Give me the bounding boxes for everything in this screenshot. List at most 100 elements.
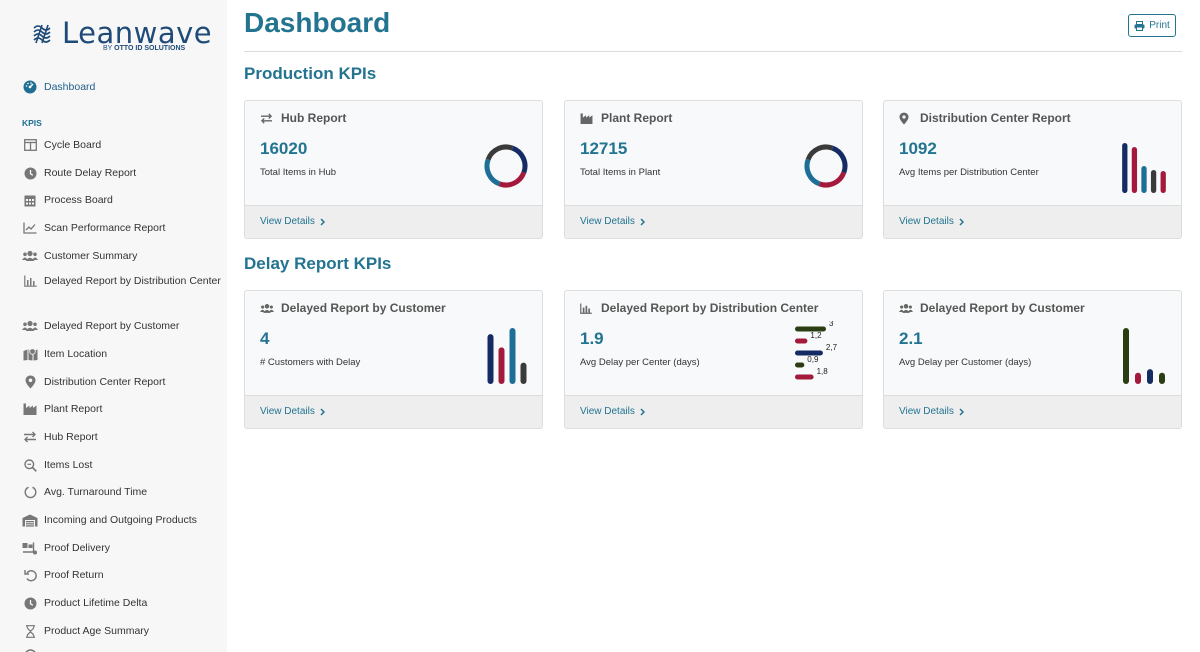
industry-icon [22, 402, 38, 416]
chevron-right-icon [320, 217, 325, 226]
section-title-production: Production KPIs [244, 64, 377, 83]
sidebar-item-label: Incoming and Outgoing Products [44, 514, 197, 526]
card-subtitle: Avg Delay per Customer (days) [899, 357, 1032, 368]
users-icon [260, 302, 274, 314]
sidebar-item-product-age-summary[interactable]: Product Age Summary [22, 622, 149, 640]
columns-icon [22, 138, 38, 152]
bar-chart-icon [22, 274, 38, 288]
donut-slice [805, 144, 834, 161]
map-icon [22, 347, 38, 361]
sidebar-item-label: Dashboard [44, 81, 96, 93]
view-details-link[interactable]: View Details [899, 406, 964, 417]
sidebar-item-label: Items Lost [44, 459, 93, 471]
calendar-icon [22, 193, 38, 207]
distribution-bar-chart [1122, 143, 1166, 193]
sidebar-item-item-location[interactable]: Item Location [22, 345, 107, 363]
line-chart-icon [22, 221, 38, 235]
circle-icon [22, 648, 38, 652]
sidebar-item-hub-report[interactable]: Hub Report [22, 428, 98, 446]
card-footer: View Details [565, 205, 862, 238]
bar [1123, 328, 1129, 384]
card-title: Delayed Report by Customer [281, 301, 446, 315]
delayed-customer-avg-bar-chart [1123, 328, 1165, 384]
sidebar-item-label: Delayed Report by Distribution Center [44, 275, 221, 287]
view-details-link[interactable]: View Details [580, 406, 645, 417]
sidebar-item-avg-turnaround-time[interactable]: Avg. Turnaround Time [22, 483, 147, 501]
data-label: 2,7 [826, 343, 838, 352]
sidebar-item-label: Delayed Report by Customer [44, 320, 180, 332]
card-subtitle: Total Items in Hub [260, 167, 337, 178]
donut-slice [485, 144, 514, 161]
card-value: 12715 [580, 139, 628, 158]
sidebar-item-cycle-board[interactable]: Cycle Board [22, 136, 101, 154]
card-subtitle: Total Items in Plant [580, 167, 661, 178]
map-pin-icon [22, 375, 38, 389]
donut-slice [804, 158, 821, 187]
sidebar-item-label: Process Board [44, 194, 113, 206]
delayed-customer-bar-chart [487, 328, 527, 384]
card-title: Delayed Report by Distribution Center [601, 301, 819, 315]
sidebar-item-items-lost[interactable]: Items Lost [22, 456, 92, 474]
sidebar-item-label: Cycle Board [44, 139, 102, 151]
view-details-link[interactable]: View Details [260, 406, 325, 417]
sidebar-item-label: Proof Delivery [44, 542, 110, 554]
bar [520, 362, 527, 384]
card-header: Hub Report [260, 111, 346, 125]
exchange-icon [260, 112, 274, 124]
sidebar-section-kpis: KPIS [22, 118, 42, 128]
card-footer: View Details [884, 205, 1181, 238]
brand-logo[interactable]: Leanwave BY OTTO ID SOLUTIONS [32, 18, 212, 58]
data-label: 3 [829, 321, 834, 328]
printer-icon [1134, 20, 1145, 31]
sidebar-item-proof-return[interactable]: Proof Return [22, 566, 104, 584]
sidebar-item-distribution-center-report[interactable]: Distribution Center Report [22, 373, 165, 391]
bar [1160, 171, 1166, 193]
sidebar-item-delayed-report-by-distribution-center[interactable]: Delayed Report by Distribution Center [22, 272, 221, 290]
sidebar-item-product-lifetime-delta[interactable]: Product Lifetime Delta [22, 594, 147, 612]
clock-icon [22, 596, 38, 610]
card-delayed-report-by-customer: Delayed Report by Customer 4 # Customers… [244, 290, 543, 429]
sidebar-item-label: Route Delay Report [44, 167, 137, 179]
sidebar-item-customer-summary[interactable]: Customer Summary [22, 247, 137, 265]
card-footer: View Details [565, 395, 862, 428]
sidebar-item-process-board[interactable]: Process Board [22, 191, 113, 209]
sidebar-item-label: Item Location [44, 348, 108, 360]
sidebar-item-route-delay-report[interactable]: Route Delay Report [22, 164, 136, 182]
sidebar-item-proof-delivery[interactable]: Proof Delivery [22, 539, 110, 557]
page-title: Dashboard [244, 7, 391, 38]
donut-slice [484, 158, 501, 187]
card-value: 2.1 [899, 329, 923, 348]
section-title-delay: Delay Report KPIs [244, 254, 392, 273]
bar [1150, 170, 1157, 193]
sidebar-item-dashboard[interactable]: Dashboard [22, 78, 95, 96]
view-details-link[interactable]: View Details [580, 216, 645, 227]
card-value: 4 [260, 329, 270, 348]
card-hub-report: Hub Report 16020 Total Items in Hub View… [244, 100, 543, 239]
card-delayed-report-by-customer-avg: Delayed Report by Customer 2.1 Avg Delay… [883, 290, 1182, 429]
sidebar-item-plant-report[interactable]: Plant Report [22, 400, 102, 418]
bar [1159, 372, 1165, 384]
sidebar-item-more[interactable] [22, 646, 44, 652]
card-delayed-report-by-distribution-center: Delayed Report by Distribution Center 1.… [564, 290, 863, 429]
sidebar-item-label: Hub Report [44, 431, 98, 443]
sidebar-item-label: Proof Return [44, 569, 104, 581]
users-icon [899, 302, 913, 314]
card-footer: View Details [245, 395, 542, 428]
sidebar-item-delayed-report-by-customer[interactable]: Delayed Report by Customer [22, 317, 179, 335]
card-plant-report: Plant Report 12715 Total Items in Plant … [564, 100, 863, 239]
card-value: 1.9 [580, 329, 604, 348]
bar-chart-icon [580, 302, 594, 314]
print-button[interactable]: Print [1128, 14, 1176, 37]
card-subtitle: Avg Items per Distribution Center [899, 167, 1039, 178]
sidebar-item-incoming-and-outgoing-products[interactable]: Incoming and Outgoing Products [22, 511, 197, 529]
sidebar-item-scan-performance-report[interactable]: Scan Performance Report [22, 219, 165, 237]
view-details-link[interactable]: View Details [260, 216, 325, 227]
view-details-link[interactable]: View Details [899, 216, 964, 227]
exchange-icon [22, 430, 38, 444]
leanwave-logo-icon [33, 24, 51, 44]
clock-icon [22, 166, 38, 180]
truck-loading-icon [22, 541, 38, 555]
delayed-center-hbar-chart: 3 1,2 2,7 0,9 1,8 [795, 321, 838, 380]
users-icon [22, 319, 38, 333]
view-details-label: View Details [260, 216, 315, 227]
